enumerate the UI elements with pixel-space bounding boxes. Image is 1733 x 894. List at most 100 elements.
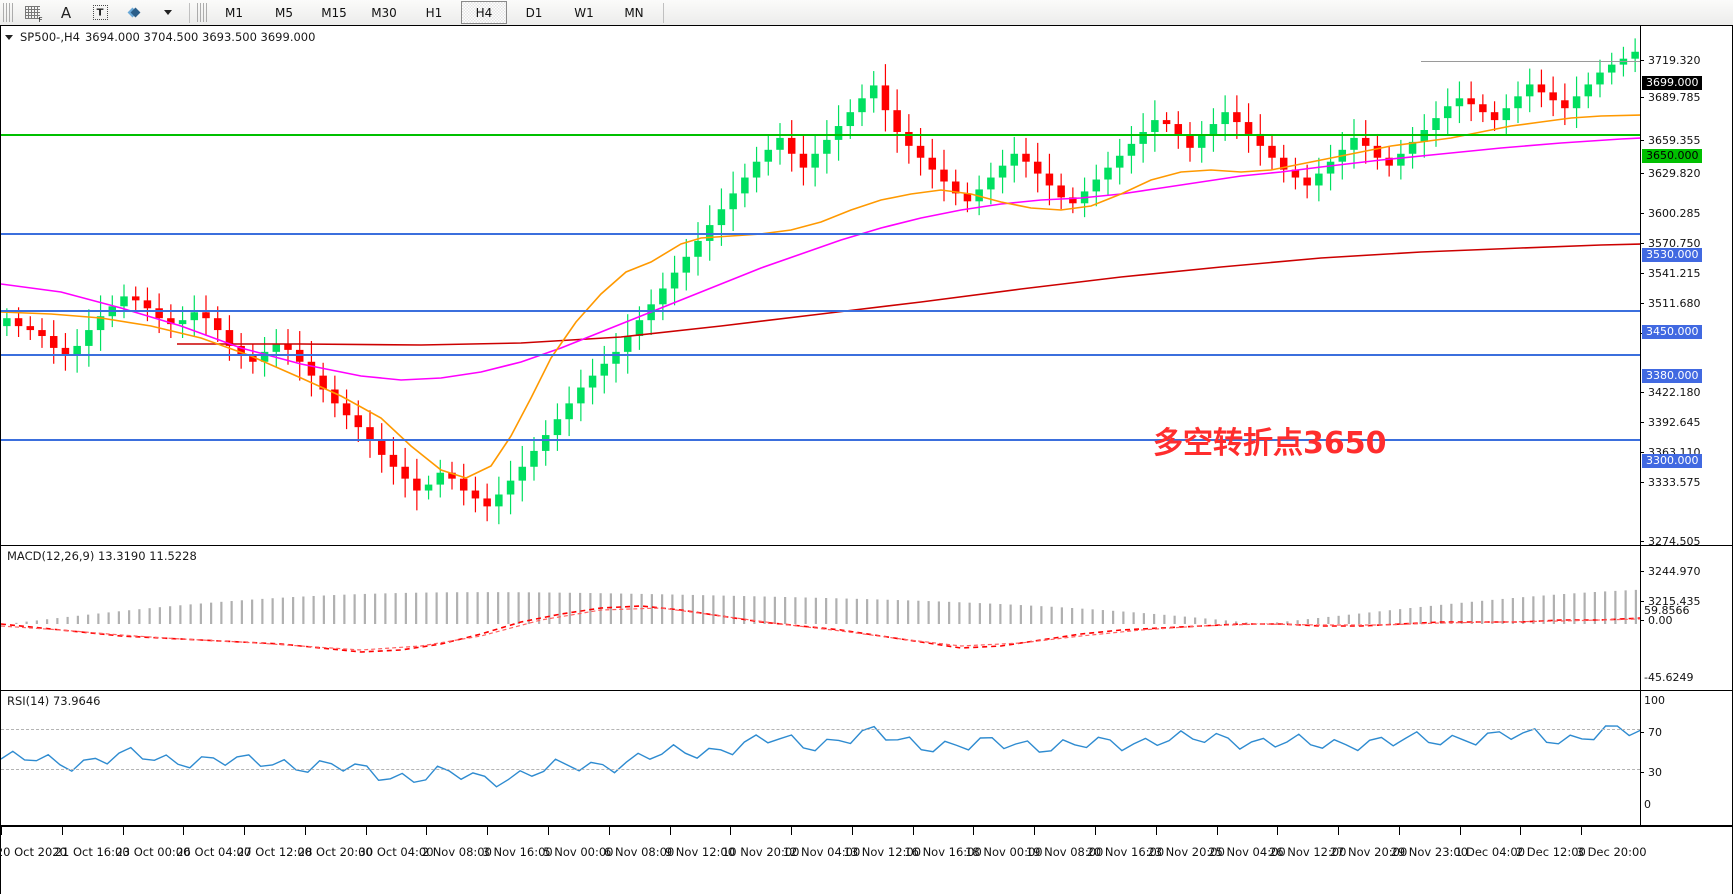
time-axis-separator: [851, 827, 853, 835]
time-axis-label: 10 Nov 20:00: [721, 845, 800, 859]
status-badge-pivot: 3650.000: [1642, 149, 1702, 163]
axis-tick: 3600.285: [1640, 207, 1732, 220]
time-axis-separator: [122, 827, 124, 835]
status-badge-level-3300: 3300.000: [1642, 454, 1702, 468]
objects-icon[interactable]: [118, 1, 150, 24]
axis-tick: 3274.505: [1640, 535, 1732, 548]
axis-tick: 3244.970: [1640, 565, 1732, 578]
timeframe-mn[interactable]: MN: [624, 5, 644, 20]
time-axis-separator: [912, 827, 914, 835]
rsi-plot[interactable]: [1, 691, 1640, 825]
price-plot[interactable]: 多空转折点3650: [1, 26, 1640, 545]
ohlc-values: 3694.000 3704.500 3693.500 3699.000: [84, 30, 316, 44]
time-axis-label: 1 Dec 04:00: [1455, 845, 1526, 859]
time-axis-label: 5 Nov 00:00: [543, 845, 614, 859]
time-axis-separator: [244, 827, 246, 835]
timeframe-w1[interactable]: W1: [574, 5, 594, 20]
timeframe-m1[interactable]: M1: [225, 5, 243, 20]
macd-svg: [1, 589, 1640, 653]
axis-tick: 3392.645: [1640, 416, 1732, 429]
macd-pane[interactable]: MACD(12,26,9) 13.3190 11.5228: [1, 546, 1732, 691]
axis-tick: 3659.355: [1640, 134, 1732, 147]
ma-mid-line: [1, 137, 1640, 381]
time-axis-separator: [1095, 827, 1096, 835]
ma-slow-line: [177, 243, 1640, 346]
time-axis-separator: [1034, 827, 1036, 835]
chart-annotation-text: 多空转折点3650: [1153, 426, 1387, 461]
time-axis-separator: [1398, 827, 1400, 835]
time-axis-label: 25 Nov 04:00: [1208, 845, 1286, 859]
symbol-label: SP500-,H4: [20, 30, 80, 44]
toolbar-separator-end: [663, 2, 664, 23]
symbol-info-row[interactable]: SP500-,H4 3694.000 3704.500 3693.500 369…: [5, 30, 315, 44]
time-axis-label: 20 Nov 16:00: [1086, 845, 1165, 859]
rsi-pane[interactable]: RSI(14) 73.9646: [1, 691, 1732, 826]
level-line-3450[interactable]: [1, 310, 1640, 312]
timeframe-m5[interactable]: M5: [275, 5, 293, 20]
toolbar-drag-handle[interactable]: [3, 3, 13, 22]
toolbar: A T M1 M5 M15 M30 H1 H4 D1 W1 MN: [0, 0, 1733, 26]
time-axis-separator: [608, 827, 610, 835]
time-axis-separator: [1155, 827, 1157, 835]
time-axis-separator: [183, 827, 185, 835]
time-axis-separator: [973, 827, 975, 835]
level-line-3380[interactable]: [1, 354, 1640, 356]
time-axis-separator: [730, 827, 732, 835]
ma-fast-line: [1, 114, 1640, 479]
axis-tick: 3511.680: [1640, 297, 1732, 310]
macd-plot[interactable]: [1, 546, 1640, 690]
time-axis-label: 26 Oct 04:00: [176, 845, 252, 859]
axis-tick-rsi: 0: [1644, 798, 1651, 811]
time-axis-separator: [1520, 827, 1522, 835]
chevron-down-icon[interactable]: [5, 34, 13, 40]
time-axis-separator: [548, 827, 549, 835]
axis-tick: 3570.750: [1640, 237, 1732, 250]
dropdown-caret-icon[interactable]: [152, 1, 184, 24]
level-line-3650[interactable]: [1, 134, 1640, 136]
time-axis-label: 13 Nov 12:00: [843, 845, 922, 859]
time-axis-label: 19 Nov 08:00: [1025, 845, 1104, 859]
time-axis-separator: [487, 827, 489, 835]
letter-a-glyph: A: [60, 3, 72, 22]
timeframe-drag-handle[interactable]: [197, 3, 207, 22]
time-axis-separator: [791, 827, 793, 835]
axis-tick: 3629.820: [1640, 167, 1732, 180]
timeframe-m30[interactable]: M30: [371, 5, 397, 20]
time-axis-label: 23 Nov 20:00: [1147, 845, 1225, 859]
price-pane[interactable]: SP500-,H4 3694.000 3704.500 3693.500 369…: [1, 26, 1732, 546]
rsi-label: RSI(14) 73.9646: [7, 694, 101, 708]
status-badge-level-3530: 3530.000: [1642, 248, 1702, 262]
timeframe-m15[interactable]: M15: [321, 5, 347, 20]
status-badge-level-3450: 3450.000: [1642, 325, 1702, 339]
time-axis-separator: [669, 827, 671, 835]
time-axis-label: 9 Nov 12:00: [664, 845, 736, 859]
level-line-3300[interactable]: [1, 439, 1640, 441]
time-axis-label: 30 Oct 04:00: [358, 845, 434, 859]
status-badge-last-price: 3699.000: [1642, 76, 1702, 90]
grid-crosshair-icon[interactable]: [16, 1, 48, 24]
time-axis-separator: [1216, 827, 1218, 835]
time-axis-separator: [1, 827, 2, 835]
time-axis-separator: [304, 827, 306, 835]
axis-tick-rsi: 30: [1640, 766, 1732, 779]
label-tool-icon[interactable]: T: [84, 1, 116, 24]
price-axis[interactable]: 3719.320 3689.785 3659.355 3629.820 3600…: [1640, 26, 1732, 826]
level-line-3530[interactable]: [1, 233, 1640, 235]
timeframe-h4[interactable]: H4: [461, 1, 507, 24]
time-axis-separator: [1277, 827, 1279, 835]
timeframe-d1[interactable]: D1: [525, 5, 543, 20]
time-axis-separator: [365, 827, 367, 835]
time-axis-label: 28 Oct 20:00: [297, 845, 373, 859]
axis-tick-macd: 0.00: [1640, 614, 1732, 627]
timeframe-h1[interactable]: H1: [425, 5, 443, 20]
rsi-svg: [1, 725, 1640, 788]
time-axis-label: 26 Nov 12:00: [1268, 845, 1347, 859]
chart-frame[interactable]: 3719.320 3689.785 3659.355 3629.820 3600…: [0, 25, 1733, 894]
time-axis[interactable]: 20 Oct 2020 21 Oct 16:00 23 Oct 00:00 26 Oc…: [0, 826, 1732, 894]
time-axis-label: 12 Nov 04:00: [782, 845, 861, 859]
axis-tick: 3422.180: [1640, 386, 1732, 399]
text-tool-icon[interactable]: A: [50, 1, 82, 24]
time-axis-label: 29 Nov 23:00: [1390, 845, 1469, 859]
candlestick-svg: [1, 38, 1640, 525]
